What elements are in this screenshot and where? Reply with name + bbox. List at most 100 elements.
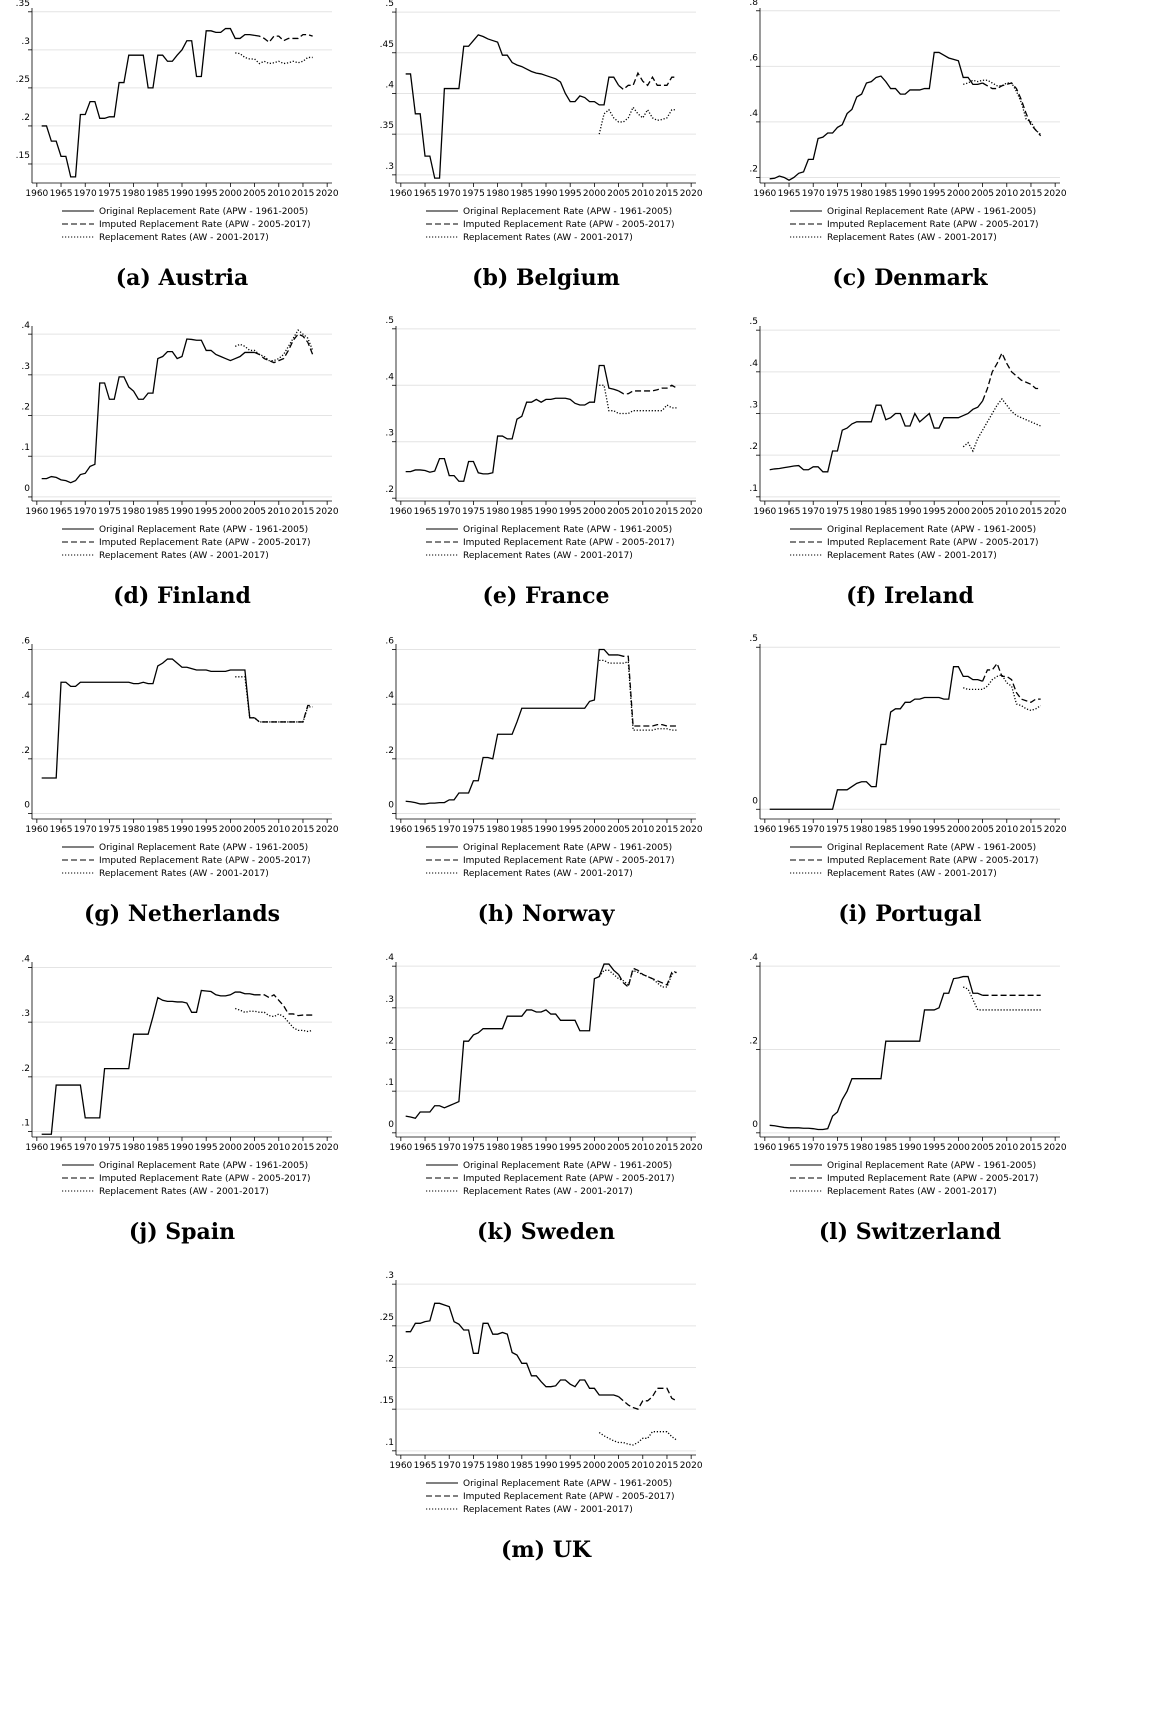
x-tick-label: 1975 [98,189,121,199]
y-tick-label: .2 [21,113,30,123]
x-tick-label: 1980 [486,1143,509,1153]
series-line [963,674,1042,712]
series-line [235,676,313,723]
panel-caption: (i) Portugal [838,901,981,927]
y-tick-label: 0 [752,1120,758,1130]
x-tick-label: 1990 [171,1143,194,1153]
panel-caption: (g) Netherlands [84,901,280,927]
x-tick-label: 2005 [607,1461,630,1471]
x-tick-label: 2000 [583,825,606,835]
legend-label: Replacement Rates (AW - 2001-2017) [827,869,997,879]
x-tick-label: 1970 [802,189,825,199]
series-line [254,333,314,364]
y-tick-label: .2 [749,164,758,174]
x-tick-label: 1960 [25,1143,48,1153]
legend-label: Original Replacement Rate (APW - 1961-20… [99,843,308,853]
x-tick-label: 1985 [874,189,897,199]
x-tick-label: 1970 [802,825,825,835]
x-tick-label: 2000 [947,1143,970,1153]
series-line [405,963,620,1119]
x-tick-label: 1980 [122,825,145,835]
x-tick-label: 1965 [50,825,73,835]
y-tick-label: .25 [380,1313,394,1323]
y-tick-label: .1 [21,1119,30,1129]
x-tick-label: 2000 [219,507,242,517]
series-line [962,986,1041,1011]
x-tick-label: 2005 [971,825,994,835]
x-tick-label: 1965 [778,825,801,835]
x-tick-label: 1985 [146,1143,169,1153]
series-line [41,989,255,1135]
panel-caption: (j) Spain [129,1219,235,1245]
x-tick-label: 2010 [267,825,290,835]
legend-label: Replacement Rates (AW - 2001-2017) [463,233,633,243]
x-tick-label: 1980 [486,1461,509,1471]
x-tick-label: 2000 [219,825,242,835]
series-line [618,967,677,989]
x-tick-label: 2010 [995,189,1018,199]
legend-label: Replacement Rates (AW - 2001-2017) [827,1187,997,1197]
y-tick-label: .4 [21,954,30,964]
x-tick-label: 2015 [292,507,315,517]
y-tick-label: 0 [752,796,758,806]
y-tick-label: .4 [21,321,30,331]
series-line [769,975,983,1131]
x-tick-label: 2020 [1044,1143,1067,1153]
x-tick-label: 1980 [486,189,509,199]
x-tick-label: 1960 [389,1143,412,1153]
x-tick-label: 1975 [462,1461,485,1471]
legend-label: Replacement Rates (AW - 2001-2017) [463,1187,633,1197]
x-tick-label: 2000 [583,1461,606,1471]
x-tick-label: 1975 [462,507,485,517]
x-tick-label: 1975 [98,1143,121,1153]
x-tick-label: 1985 [146,189,169,199]
x-tick-label: 1980 [850,507,873,517]
x-tick-label: 1970 [438,1143,461,1153]
x-tick-label: 1985 [874,825,897,835]
x-tick-label: 1990 [171,507,194,517]
x-tick-label: 2010 [631,825,654,835]
legend-label: Original Replacement Rate (APW - 1961-20… [827,207,1036,217]
y-tick-label: 0 [24,801,30,811]
panel-caption: (d) Finland [113,583,251,609]
x-tick-label: 1995 [195,1143,218,1153]
y-tick-label: .3 [749,401,758,411]
x-tick-label: 1970 [438,1461,461,1471]
y-tick-label: .25 [16,75,30,85]
x-tick-label: 1980 [122,189,145,199]
panel-caption: (b) Belgium [472,265,620,291]
x-tick-label: 1975 [826,507,849,517]
x-tick-label: 2015 [656,507,679,517]
y-tick-label: .8 [749,0,758,8]
x-tick-label: 1995 [559,825,582,835]
x-tick-label: 2010 [267,189,290,199]
x-tick-label: 1965 [778,507,801,517]
legend-label: Replacement Rates (AW - 2001-2017) [99,1187,269,1197]
x-tick-label: 1980 [122,1143,145,1153]
y-tick-label: .6 [749,53,758,63]
x-tick-label: 1995 [923,825,946,835]
legend-label: Replacement Rates (AW - 2001-2017) [827,551,997,561]
y-tick-label: .6 [385,636,394,646]
x-tick-label: 1995 [559,189,582,199]
x-tick-label: 1995 [195,825,218,835]
x-tick-label: 1965 [414,825,437,835]
x-tick-label: 2015 [292,825,315,835]
x-tick-label: 1965 [778,189,801,199]
x-tick-label: 1960 [25,507,48,517]
panel-caption: (k) Sweden [477,1219,615,1245]
x-tick-label: 1985 [510,1143,533,1153]
series-line [981,351,1041,402]
y-tick-label: .5 [385,0,394,9]
x-tick-label: 2020 [316,507,339,517]
x-tick-label: 1980 [850,825,873,835]
y-tick-label: .1 [385,1438,394,1448]
series-line [235,52,313,65]
legend-label: Replacement Rates (AW - 2001-2017) [827,233,997,243]
x-tick-label: 2005 [243,1143,266,1153]
y-tick-label: .2 [749,1037,758,1047]
x-tick-label: 1970 [74,507,97,517]
legend-label: Imputed Replacement Rate (APW - 2005-201… [463,220,675,230]
y-tick-label: .3 [21,37,30,47]
